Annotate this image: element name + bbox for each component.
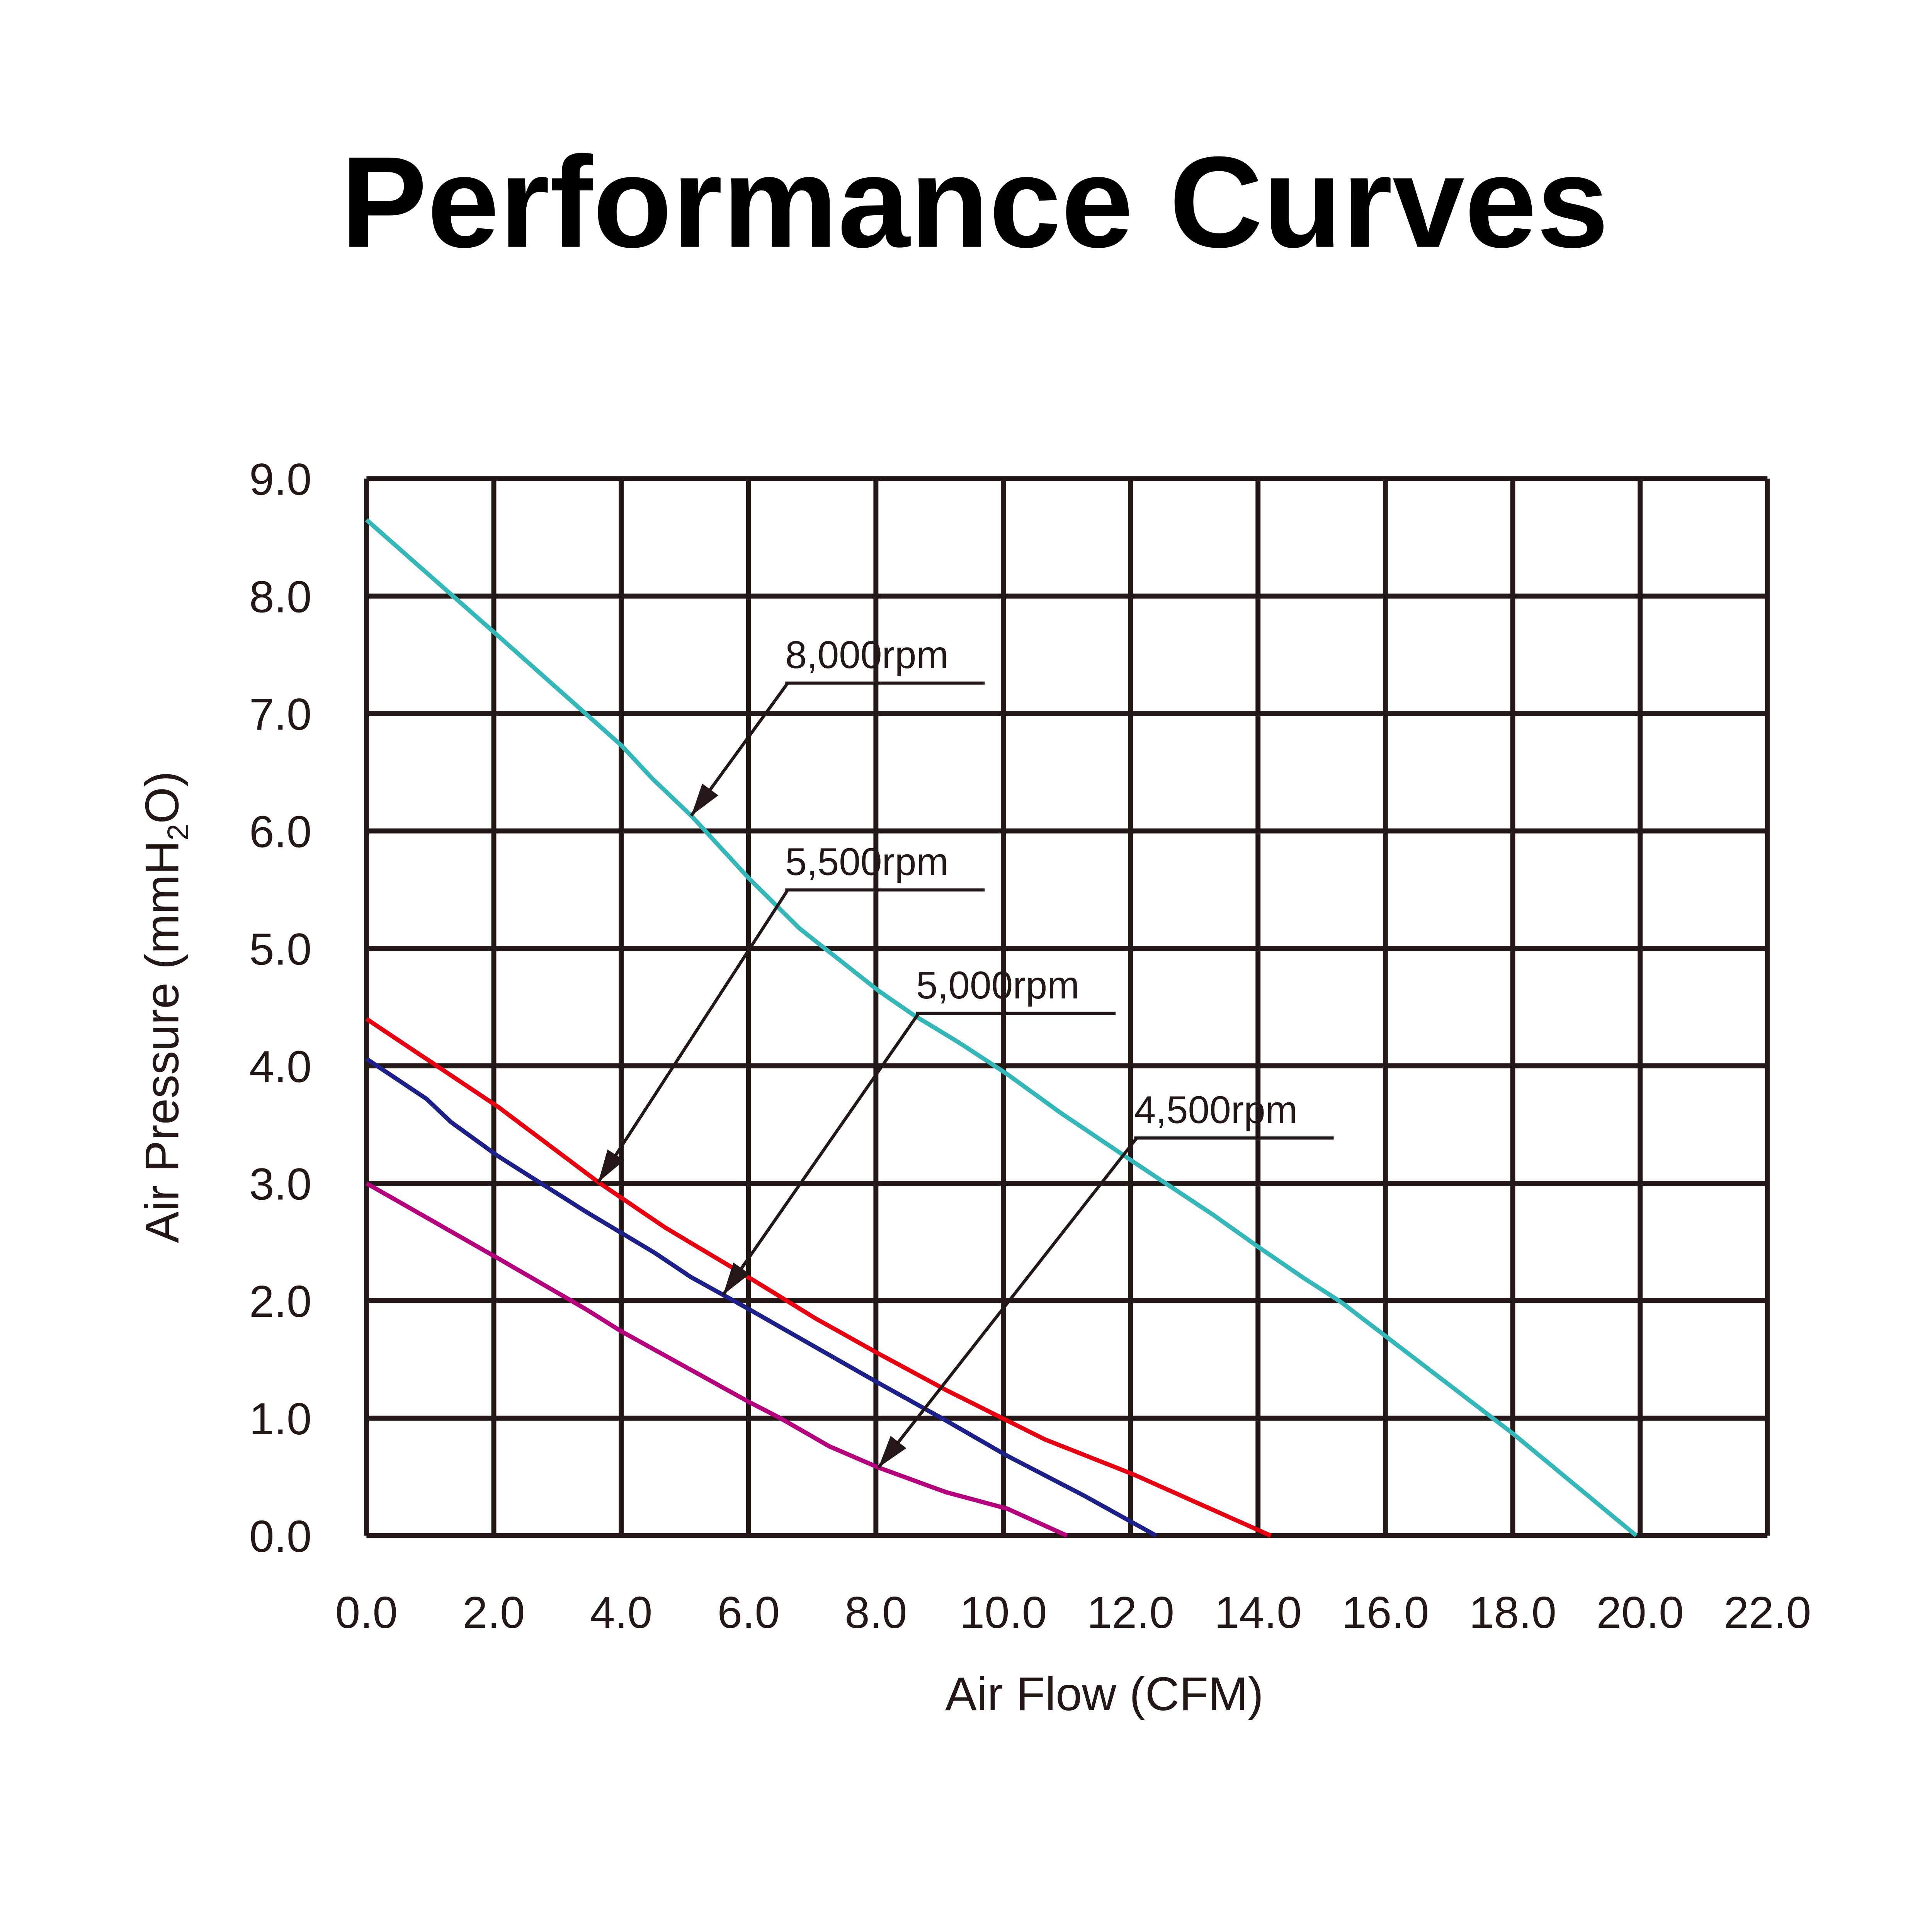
x-tick-label: 16.0 xyxy=(1342,1587,1429,1638)
series-line-5000rpm xyxy=(365,1057,1157,1538)
x-tick-label: 12.0 xyxy=(1087,1587,1174,1638)
arrowhead-icon xyxy=(878,1435,906,1468)
annotations: 8,000rpm 5,500rpm 5,000rpm 4,500rpm xyxy=(597,633,1334,1469)
y-tick-label: 4.0 xyxy=(249,1041,311,1092)
y-axis-label-main: Air Pressure (mmH xyxy=(135,840,188,1243)
x-tick-label: 10.0 xyxy=(959,1587,1047,1638)
x-tick-label: 2.0 xyxy=(463,1587,525,1638)
chart-title: Performance Curves xyxy=(341,130,1609,275)
x-tick-label: 0.0 xyxy=(335,1587,398,1638)
annotation-label: 5,000rpm xyxy=(916,964,1079,1007)
y-tick-label: 5.0 xyxy=(249,924,311,974)
y-tick-label: 7.0 xyxy=(249,689,311,740)
annotation-label: 5,500rpm xyxy=(785,840,948,884)
y-axis-label: Air Pressure (mmH2O) xyxy=(135,771,195,1243)
arrowhead-icon xyxy=(691,784,719,816)
y-axis-label-subscript: 2 xyxy=(162,824,195,840)
grid xyxy=(364,476,1770,1538)
x-tick-label: 14.0 xyxy=(1214,1587,1302,1638)
annotation-arrow-line xyxy=(722,1012,920,1296)
x-axis-label: Air Flow (CFM) xyxy=(945,1667,1264,1720)
y-tick-label: 2.0 xyxy=(249,1276,311,1327)
y-tick-label: 9.0 xyxy=(249,454,311,505)
y-tick-label: 8.0 xyxy=(249,572,311,622)
y-tick-label: 1.0 xyxy=(249,1394,311,1444)
annotation-label: 8,000rpm xyxy=(785,633,948,677)
y-tick-label: 3.0 xyxy=(249,1159,311,1209)
y-axis-label-end: O) xyxy=(135,771,188,824)
x-tick-label: 4.0 xyxy=(590,1587,652,1638)
y-tick-label: 0.0 xyxy=(249,1511,311,1561)
arrowhead-icon xyxy=(598,1149,624,1182)
annotation-arrow-line xyxy=(597,889,789,1183)
x-tick-label: 18.0 xyxy=(1469,1587,1556,1638)
x-tick-label: 20.0 xyxy=(1597,1587,1684,1638)
y-tick-labels: 0.0 1.0 2.0 3.0 4.0 5.0 6.0 7.0 8.0 9.0 xyxy=(249,454,311,1561)
arrowhead-icon xyxy=(723,1262,750,1295)
x-tick-label: 6.0 xyxy=(718,1587,780,1638)
y-tick-label: 6.0 xyxy=(249,806,311,857)
x-tick-label: 8.0 xyxy=(845,1587,907,1638)
series-line-8000rpm xyxy=(365,518,1638,1537)
x-tick-labels: 0.0 2.0 4.0 6.0 8.0 10.0 12.0 14.0 16.0 18.0 20.0 2… xyxy=(335,1587,1811,1638)
series-line-4500rpm xyxy=(365,1181,1068,1538)
annotation-arrow-line xyxy=(877,1137,1138,1469)
annotation-label: 4,500rpm xyxy=(1134,1088,1297,1131)
x-tick-label: 22.0 xyxy=(1724,1587,1811,1638)
